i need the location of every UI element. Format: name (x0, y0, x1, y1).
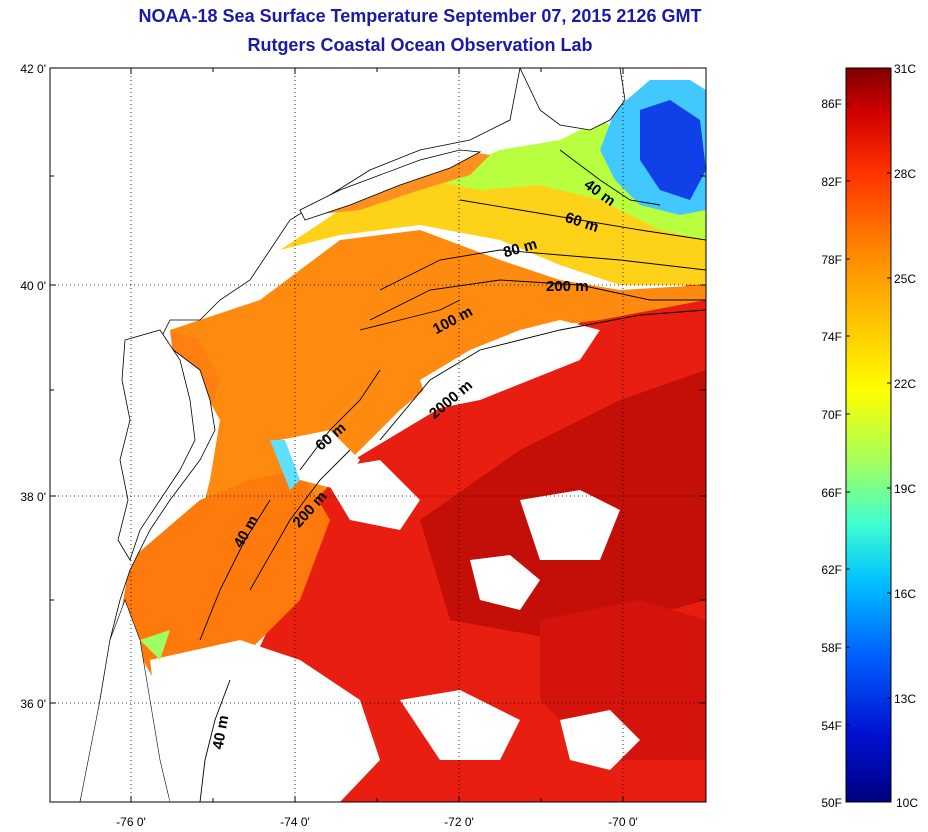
cloud-patch-5 (150, 640, 380, 802)
cloud-patch-4 (520, 490, 620, 560)
land-cape-cod (519, 68, 626, 131)
isobath-100m (359, 299, 461, 331)
isobath-200m-north (369, 279, 706, 321)
cloud-patch-3 (320, 460, 420, 530)
colorbar-f-70: 70F (821, 408, 842, 422)
isobath-60m-north (459, 199, 706, 241)
graticule (50, 68, 706, 802)
map-title: NOAA-18 Sea Surface Temperature Septembe… (138, 6, 702, 26)
sst-map: 40 m 60 m 80 m 200 m 100 m 2000 m 60 m 2… (50, 68, 706, 802)
colorbar-c-19: 19C (894, 482, 916, 496)
shelf-orange-south (120, 470, 330, 700)
colorbar-f-78: 78F (821, 253, 842, 267)
colorbar-c-25: 25C (894, 272, 916, 286)
cloud-patch-8 (470, 555, 540, 610)
cloud-patch-1 (420, 320, 600, 410)
cloud-patch-7 (560, 710, 640, 770)
land-long-island (299, 149, 482, 221)
isobath-60m-south (299, 369, 381, 471)
lon-label-72: -72 0' (444, 815, 474, 829)
cloud-edge-fringe-2 (140, 630, 170, 660)
colorbar-f-62: 62F (821, 563, 842, 577)
isobath-contours (199, 149, 706, 802)
colorbar-c-31: 31C (894, 62, 916, 76)
lon-label-74: -74 0' (280, 815, 310, 829)
isobath-200m-south (249, 449, 351, 591)
colorbar (845, 67, 892, 803)
isobath-40m-south (199, 499, 271, 641)
colorbar-c-28: 28C (894, 167, 916, 181)
colorbar-f-54: 54F (821, 719, 842, 733)
lat-label-40: 40 0' (20, 279, 46, 293)
colorbar-c-16: 16C (894, 587, 916, 601)
colorbar-f-82: 82F (821, 175, 842, 189)
cloud-patch-6 (400, 690, 520, 760)
colorbar-c-10: 10C (896, 796, 918, 810)
lon-label-76: -76 0' (116, 815, 146, 829)
cloud-edge-fringe-1 (270, 440, 300, 490)
lat-label-38: 38 0' (20, 490, 46, 504)
land-delmarva (117, 329, 196, 561)
isobath-40m-hatteras (199, 679, 231, 802)
colorbar-ticks (846, 103, 891, 726)
isobath-40m-north (559, 149, 661, 206)
isobath-label-200m-north: 200 m (546, 278, 589, 295)
isobath-80m (379, 249, 706, 291)
colorbar-f-50: 50F (821, 796, 842, 810)
axis-ticks (50, 67, 706, 802)
lon-label-70: -70 0' (608, 815, 638, 829)
isobath-2000m (379, 309, 706, 441)
colorbar-f-74: 74F (821, 330, 842, 344)
lat-label-36: 36 0' (20, 697, 46, 711)
colorbar-f-66: 66F (821, 486, 842, 500)
colorbar-f-58: 58F (821, 641, 842, 655)
cape-cod-blue (640, 100, 706, 200)
colorbar-c-13: 13C (894, 692, 916, 706)
colorbar-f-86: 86F (821, 97, 842, 111)
lat-label-42: 42 0' (20, 62, 46, 76)
map-subtitle: Rutgers Coastal Ocean Observation Lab (247, 35, 593, 55)
isobath-label-40m-hatteras: 40 m (210, 714, 233, 751)
map-frame (49, 67, 707, 803)
colorbar-c-22: 22C (894, 377, 916, 391)
